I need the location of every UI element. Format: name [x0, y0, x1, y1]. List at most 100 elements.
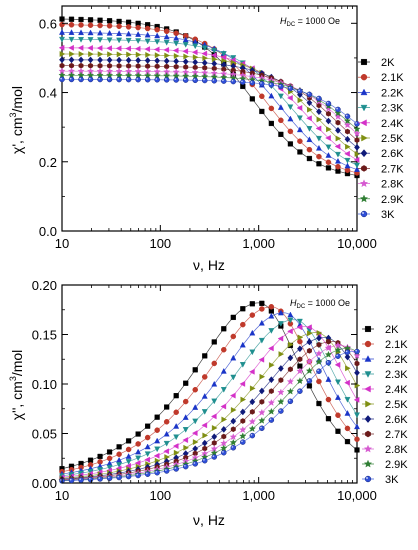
data-point-2.7K [278, 377, 284, 384]
data-point-2.5K [307, 106, 313, 113]
data-point-2.9K [305, 367, 314, 374]
data-point-2.6K [316, 108, 322, 116]
legend-label: 2.1K [381, 72, 404, 84]
data-point-2.1K [325, 159, 332, 166]
legend-marker [364, 385, 371, 393]
data-point-2.9K [296, 377, 304, 385]
data-point-2.4K [344, 150, 350, 157]
legend-label: 2K [381, 57, 395, 69]
data-point-2.5K [268, 362, 275, 369]
data-point-2.5K [192, 54, 199, 61]
data-point-2.4K [306, 324, 312, 331]
data-point-3K [144, 471, 151, 477]
data-point-2.4K [296, 324, 303, 331]
data-point-2.1K [221, 346, 227, 353]
data-point-2.2K [220, 367, 227, 374]
data-point-3K-highlight [145, 78, 148, 80]
data-point-2.2K [315, 144, 322, 151]
data-point-2K [268, 120, 274, 127]
data-point-2.6K [106, 56, 113, 64]
data-point-2.3K [135, 38, 142, 44]
data-point-2.4K [315, 125, 322, 132]
data-point-2.4K [191, 49, 198, 56]
data-point-3K-highlight [126, 77, 129, 80]
data-point-2.3K [97, 37, 104, 43]
data-point-2.6K [249, 398, 256, 406]
data-point-2.7K [325, 338, 331, 345]
data-point-2.1K [125, 446, 132, 453]
data-point-2.7K [259, 398, 265, 405]
data-point-2.9K [315, 358, 323, 365]
data-point-2.2K [287, 311, 294, 318]
data-point-3K [154, 469, 160, 476]
x-tick-label: 1,000 [242, 488, 275, 503]
data-point-2K [173, 393, 179, 399]
data-point-2K [278, 131, 284, 137]
y-tick-label: 0.05 [32, 427, 57, 442]
data-point-2.4K [353, 396, 360, 403]
data-point-3K [211, 78, 218, 84]
data-point-3K-highlight [107, 77, 110, 80]
data-point-2.3K [230, 374, 237, 381]
data-point-2.2K [173, 34, 180, 41]
data-point-3K-highlight [307, 92, 310, 95]
data-point-2.3K [344, 396, 351, 403]
data-point-3K-highlight [345, 114, 348, 117]
data-point-2.6K [78, 56, 84, 64]
data-point-2.2K [354, 166, 360, 172]
data-point-2.3K [154, 446, 161, 453]
data-point-2.8K [267, 399, 275, 406]
data-point-2.2K [97, 29, 104, 36]
data-point-2.6K [306, 99, 313, 107]
data-point-3K [278, 83, 284, 90]
data-point-2.6K [354, 369, 360, 377]
legend-label: 2.2K [381, 87, 404, 99]
data-point-3K [163, 468, 170, 474]
data-point-2.7K [316, 341, 322, 348]
fit-line-2.3K [61, 38, 358, 166]
data-point-3K [306, 378, 313, 384]
data-point-2.4K [229, 392, 236, 399]
data-point-2.6K [116, 56, 122, 64]
data-point-2.1K [144, 434, 151, 441]
data-point-3K [87, 76, 94, 83]
x-tick-label: 10,000 [337, 236, 377, 251]
data-point-2.6K [277, 365, 284, 372]
data-point-3K-highlight [79, 77, 82, 80]
data-point-3K-highlight [136, 473, 139, 476]
data-point-2.3K [277, 321, 284, 327]
legend-marker [360, 119, 367, 127]
data-point-2.8K [258, 408, 266, 416]
data-point-2.6K [268, 376, 275, 384]
data-point-2.2K [144, 443, 151, 450]
data-point-3K [135, 472, 141, 479]
y-tick-label: 0.2 [39, 155, 57, 170]
data-point-3K [173, 77, 179, 83]
data-point-3K [316, 95, 322, 102]
data-point-2.2K [87, 29, 94, 36]
data-point-2.6K [239, 408, 246, 416]
data-point-3K [201, 457, 208, 464]
data-point-3K [68, 477, 75, 484]
data-point-2K [87, 457, 94, 463]
data-point-2K [354, 447, 360, 453]
data-point-2.1K [192, 386, 198, 393]
data-point-2K [106, 449, 113, 455]
data-point-3K-highlight [231, 446, 234, 448]
data-point-3K-highlight [355, 349, 357, 352]
legend-marker [361, 165, 367, 172]
data-point-2.2K [268, 92, 275, 99]
data-point-2.4K [153, 452, 160, 459]
data-point-2.8K [239, 425, 247, 433]
data-point-2.1K [240, 321, 246, 328]
data-point-3K [344, 349, 351, 356]
data-point-2.1K [316, 378, 322, 385]
data-point-2.5K [173, 449, 180, 456]
data-point-2.5K [116, 51, 123, 58]
data-point-2K [240, 306, 246, 312]
data-point-2.4K [182, 437, 189, 444]
data-point-2.6K [201, 439, 208, 447]
data-point-2.4K [201, 422, 208, 429]
data-point-2.2K [258, 319, 265, 326]
data-point-2.6K [144, 57, 151, 64]
